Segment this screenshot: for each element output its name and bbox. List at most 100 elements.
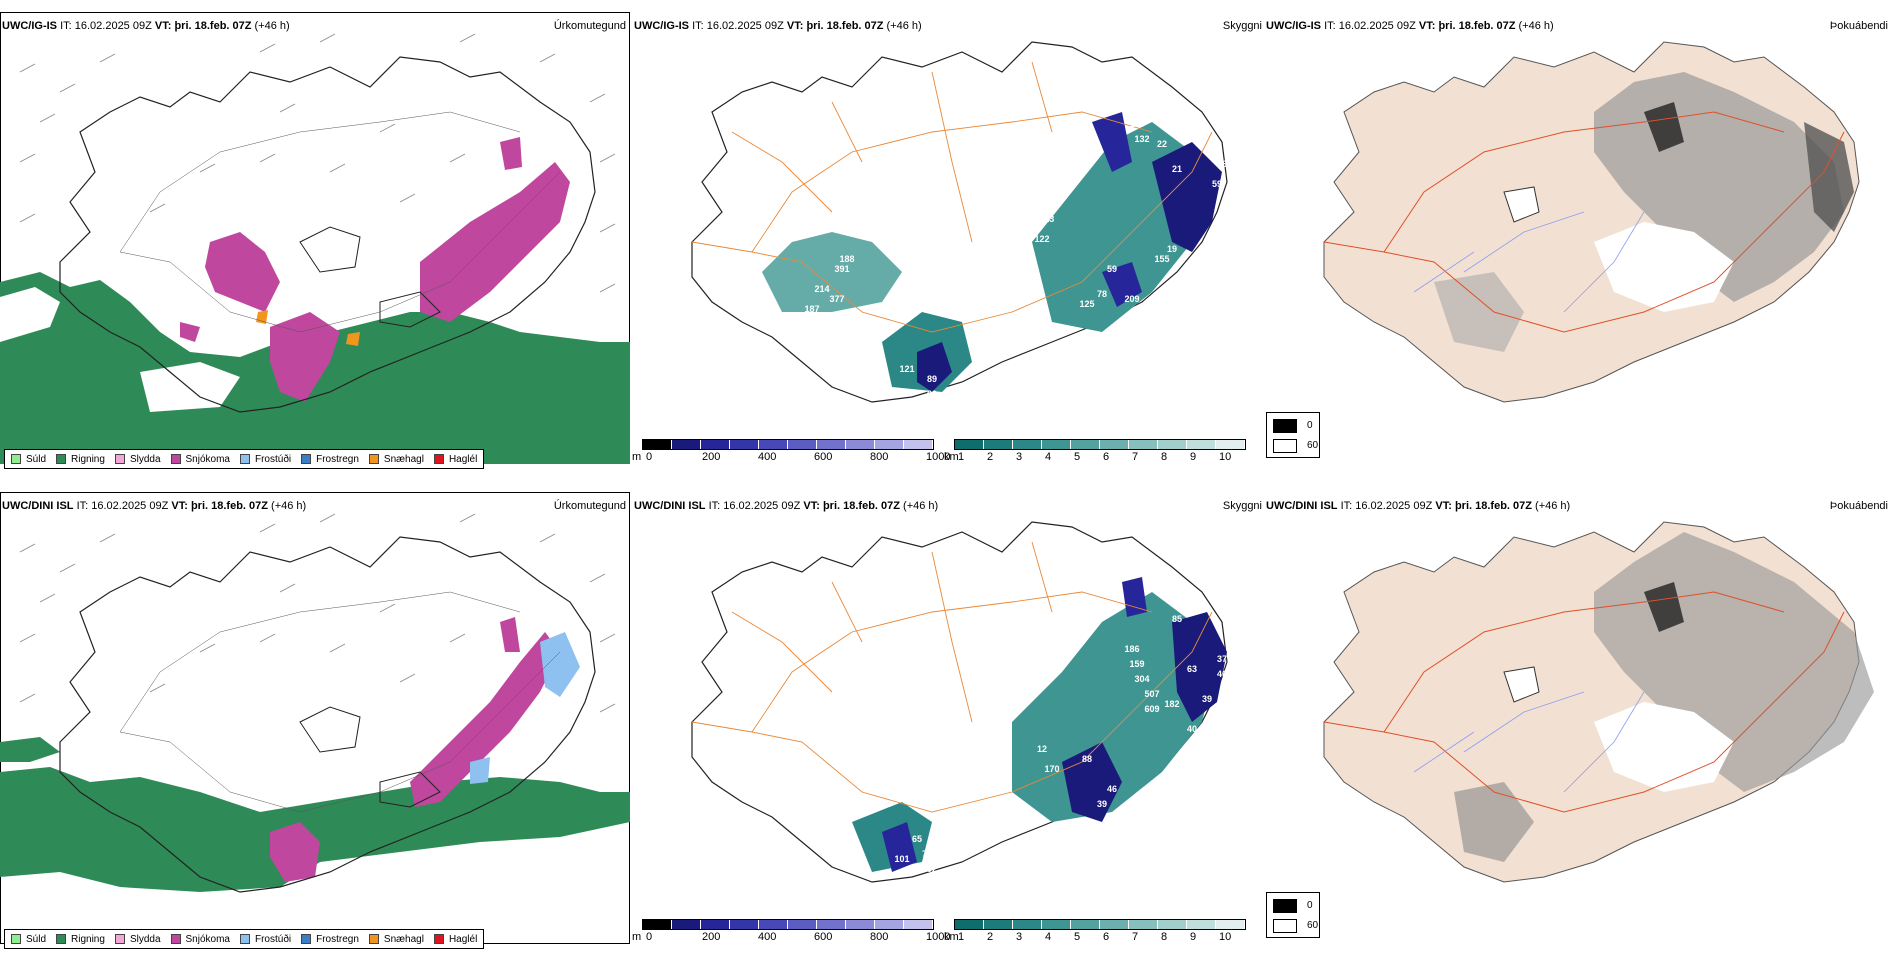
visibility-value-label: 46 — [1217, 159, 1227, 169]
low-visibility-area — [1122, 577, 1147, 617]
low-visibility-area — [1152, 142, 1222, 252]
visibility-value-label: 609 — [1144, 704, 1159, 714]
vt-label: VT: — [171, 500, 188, 512]
precip-type-map[interactable] — [0, 492, 630, 944]
colorbar-tick: 0 — [646, 451, 653, 463]
visibility-value-label: 122 — [1034, 234, 1049, 244]
visibility-value-label: 12 — [1037, 744, 1047, 754]
visibility-panel-row2: 85 186 159 304 507 609 182 63 37 46 39 55 40 12 170 88 4… — [632, 492, 1262, 957]
model-name: UWC/IG-IS — [2, 20, 57, 32]
roads — [119, 591, 561, 813]
legend-swatch — [170, 454, 181, 464]
vt-label: VT: — [803, 500, 820, 512]
panel-header: UWC/IG-IS IT: 16.02.2025 09Z VT: þri. 18… — [1266, 20, 1554, 32]
visibility-value-label: 43 — [1112, 809, 1122, 819]
fog-free-area — [1503, 186, 1540, 223]
visibility-value-label: 391 — [834, 264, 849, 274]
precip-type-map[interactable] — [0, 12, 630, 464]
it-label: IT: — [708, 500, 721, 512]
colorbar-tick: 6 — [1103, 451, 1110, 463]
colorbar-tick: 9 — [1190, 931, 1197, 943]
colorbar-tick: 8 — [1161, 451, 1168, 463]
colorbar-unit: km — [944, 931, 959, 943]
glacier-outline — [379, 291, 441, 328]
legend-item: Snjókoma — [170, 454, 230, 465]
low-visibility-area — [1172, 612, 1227, 722]
legend-label: Snjókoma — [185, 933, 230, 945]
colorbar-segment — [643, 920, 672, 929]
legend-item: Frostúði — [239, 454, 291, 465]
low-visibility-area — [1102, 262, 1142, 307]
colorbar-tick: 200 — [702, 931, 721, 943]
visibility-value-label: 209 — [1124, 294, 1139, 304]
colorbar-segment — [984, 920, 1013, 929]
visibility-value-label: 304 — [1134, 674, 1149, 684]
fog-legend-value: 0 — [1307, 900, 1313, 911]
legend-item: Slydda — [114, 454, 161, 465]
colorbar-segment — [1187, 440, 1216, 449]
vt-label: VT: — [1418, 20, 1436, 32]
colorbar-unit: m — [632, 451, 642, 463]
precip-type-legend: Súld Rigning Slydda Snjókoma Frostúði Frostre… — [4, 929, 485, 949]
legend-item: Haglél — [433, 934, 477, 945]
visibility-value-label: 37 — [1117, 104, 1127, 114]
colorbar-strip — [954, 919, 1246, 930]
colorbar-segment — [1042, 440, 1071, 449]
valid-time: þri. 18.feb. 07Z — [822, 500, 900, 512]
valid-time: þri. 18.feb. 07Z — [1438, 20, 1516, 32]
colorbar-segment — [1158, 440, 1187, 449]
visibility-value-label: 39 — [1097, 799, 1107, 809]
model-name: UWC/IG-IS — [634, 20, 689, 32]
init-time: 16.02.2025 09Z — [1338, 20, 1416, 32]
panel-header: UWC/DINI ISL IT: 16.02.2025 09Z VT: þri.… — [2, 500, 306, 512]
visibility-value-label: 19 — [1167, 244, 1177, 254]
visibility-area — [762, 232, 902, 312]
colorbar-segment — [955, 920, 984, 929]
colorbar-segment — [984, 440, 1013, 449]
colorbar-tick: 0 — [646, 931, 653, 943]
fog-map[interactable] — [1264, 492, 1894, 944]
visibility-value-label: 125 — [1079, 299, 1094, 309]
panel-title: Skyggni — [1222, 20, 1262, 32]
legend-swatch — [170, 934, 181, 944]
snow-area — [420, 162, 570, 322]
legend-swatch — [239, 454, 250, 464]
visibility-value-label: 59 — [1107, 264, 1117, 274]
colorbar-segment — [955, 440, 984, 449]
colorbar-tick: 9 — [1190, 451, 1197, 463]
rain-area — [0, 767, 630, 892]
colorbar-segment — [817, 440, 846, 449]
legend-swatch — [114, 934, 125, 944]
legend-label: Haglél — [448, 453, 478, 465]
visibility-colorbar: km 1 2 3 4 5 6 7 8 9 10 — [944, 437, 1246, 467]
visibility-value-label: 74 — [1087, 859, 1097, 869]
visibility-value-label: 92 — [927, 864, 937, 874]
vt-label: VT: — [786, 20, 804, 32]
visibility-value-label: 214 — [814, 284, 829, 294]
legend-swatch — [11, 454, 21, 464]
visibility-value-label: 85 — [1172, 614, 1182, 624]
visibility-value-label: 69 — [927, 389, 937, 399]
colorbar-segment — [1013, 440, 1042, 449]
wind-barbs — [19, 513, 616, 713]
low-visibility-area — [1062, 742, 1122, 822]
legend-swatch — [368, 454, 379, 464]
colorbar-tick: 3 — [1016, 451, 1023, 463]
fog-legend-swatch — [1273, 899, 1297, 913]
rain-area — [140, 362, 240, 412]
visibility-value-label: 113 — [1040, 214, 1055, 224]
colorbar-segment — [759, 920, 788, 929]
colorbar-segment — [817, 920, 846, 929]
colorbar-segment — [788, 440, 817, 449]
colorbar-segment — [759, 440, 788, 449]
fog-map[interactable] — [1264, 12, 1894, 464]
fog-area — [1454, 782, 1534, 862]
colorbar-tick: 800 — [870, 451, 889, 463]
colorbar-segment — [1216, 920, 1245, 929]
colorbar-segment — [1129, 920, 1158, 929]
colorbar-tick: 10 — [1219, 451, 1232, 463]
colorbar-segment — [672, 440, 701, 449]
visibility-value-label: 63 — [1187, 664, 1197, 674]
